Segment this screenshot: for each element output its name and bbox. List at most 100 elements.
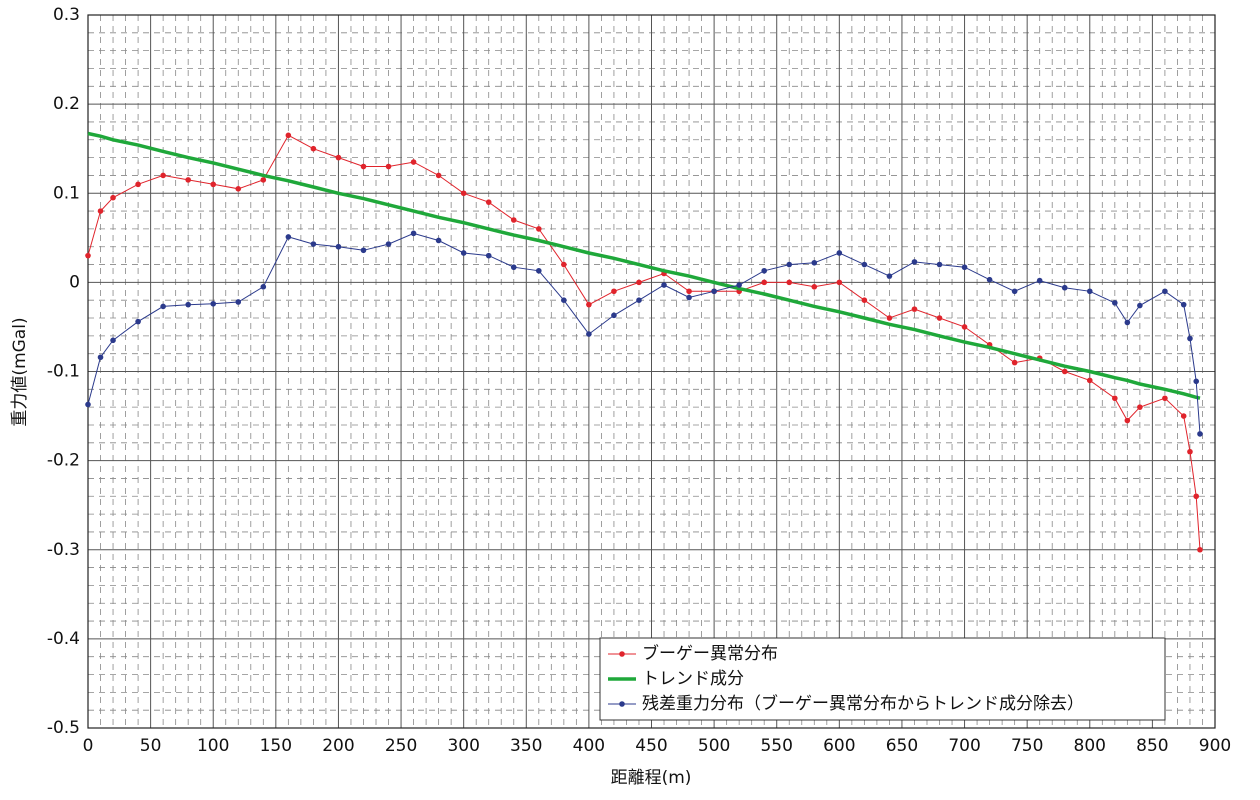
x-tick-label: 400 — [573, 736, 605, 756]
data-point — [385, 241, 392, 247]
data-point — [1187, 448, 1193, 455]
data-point — [936, 261, 943, 268]
data-point — [1197, 546, 1203, 553]
legend-label: 残差重力分布（ブーゲー異常分布からトレンド成分除去） — [642, 693, 1084, 714]
data-point — [135, 318, 141, 325]
data-point — [460, 190, 467, 197]
x-tick-label: 350 — [510, 736, 542, 756]
data-point — [110, 194, 116, 201]
y-axis-label: 重力値(mGal) — [10, 317, 30, 426]
data-point — [285, 132, 292, 139]
data-point — [1137, 404, 1143, 410]
x-tick-label: 0 — [83, 736, 94, 756]
data-point — [510, 264, 517, 271]
x-tick-label: 100 — [197, 736, 229, 756]
data-point — [235, 299, 242, 305]
data-point — [536, 226, 542, 232]
series-line — [87, 232, 1201, 434]
y-tick-label: -0.1 — [47, 362, 80, 382]
data-point — [260, 284, 267, 290]
x-tick-label: 600 — [823, 736, 855, 756]
data-point — [485, 199, 492, 205]
data-point — [510, 217, 517, 223]
data-point — [961, 264, 968, 271]
x-tick-label: 850 — [1136, 736, 1168, 756]
data-point — [1061, 284, 1068, 291]
data-point — [936, 315, 943, 321]
data-point — [661, 282, 667, 288]
data-point — [586, 301, 592, 308]
x-tick-label: 150 — [260, 736, 292, 756]
legend-label: ブーゲー異常分布 — [642, 643, 778, 664]
y-tick-label: -0.2 — [47, 451, 80, 471]
y-tick-label: -0.3 — [47, 540, 80, 560]
x-tick-label: 700 — [948, 736, 980, 756]
data-point — [611, 288, 617, 295]
data-point — [761, 279, 767, 286]
data-point — [485, 252, 492, 259]
data-point — [686, 288, 692, 295]
data-point — [1086, 288, 1093, 295]
data-point — [1011, 359, 1018, 366]
data-point — [410, 230, 417, 237]
data-point — [460, 250, 467, 256]
y-tick-label: -0.4 — [47, 629, 80, 649]
x-axis-label: 距離程(m) — [611, 768, 692, 788]
series-line — [87, 134, 1201, 550]
data-point — [260, 177, 267, 183]
data-point — [786, 261, 793, 268]
legend-marker — [619, 701, 625, 707]
data-point — [1124, 319, 1131, 326]
data-point — [611, 312, 617, 319]
data-point — [310, 241, 317, 247]
x-tick-label: 800 — [1074, 736, 1106, 756]
data-point — [160, 303, 166, 310]
data-point — [1086, 377, 1093, 384]
data-point — [1124, 417, 1131, 424]
data-point — [385, 163, 392, 170]
x-tick-label: 750 — [1011, 736, 1043, 756]
data-point — [911, 306, 918, 312]
data-point — [1137, 302, 1143, 309]
x-tick-label: 200 — [322, 736, 354, 756]
data-point — [636, 297, 642, 304]
y-tick-label: 0.2 — [53, 94, 80, 114]
data-point — [1162, 288, 1168, 295]
data-point — [1193, 378, 1200, 385]
data-point — [636, 279, 642, 286]
data-point — [1011, 288, 1018, 295]
data-point — [811, 284, 818, 290]
data-point — [185, 301, 191, 308]
data-point — [1061, 368, 1068, 375]
data-point — [235, 185, 242, 192]
data-point — [310, 145, 317, 152]
data-point — [160, 172, 166, 179]
data-point — [886, 273, 893, 279]
series-line — [87, 131, 1201, 400]
data-point — [1112, 395, 1118, 402]
data-point — [1193, 493, 1200, 500]
data-point — [561, 297, 567, 304]
data-point — [761, 267, 767, 274]
data-point — [586, 331, 592, 337]
data-point — [435, 172, 442, 179]
data-point — [861, 297, 868, 304]
data-point — [836, 250, 843, 256]
data-point — [135, 181, 141, 188]
data-point — [1112, 300, 1118, 306]
data-point — [360, 163, 367, 170]
legend-marker — [619, 651, 625, 657]
data-point — [210, 181, 217, 188]
x-tick-label: 900 — [1199, 736, 1231, 756]
y-tick-label: 0.3 — [53, 5, 80, 25]
data-point — [97, 354, 104, 361]
y-tick-label: 0.1 — [53, 183, 80, 203]
x-tick-label: 450 — [635, 736, 667, 756]
data-point — [711, 288, 717, 295]
data-point — [185, 177, 191, 183]
y-tick-label: -0.5 — [47, 718, 80, 738]
data-point — [1162, 395, 1168, 402]
data-point — [1036, 277, 1043, 284]
x-tick-label: 50 — [140, 736, 162, 756]
